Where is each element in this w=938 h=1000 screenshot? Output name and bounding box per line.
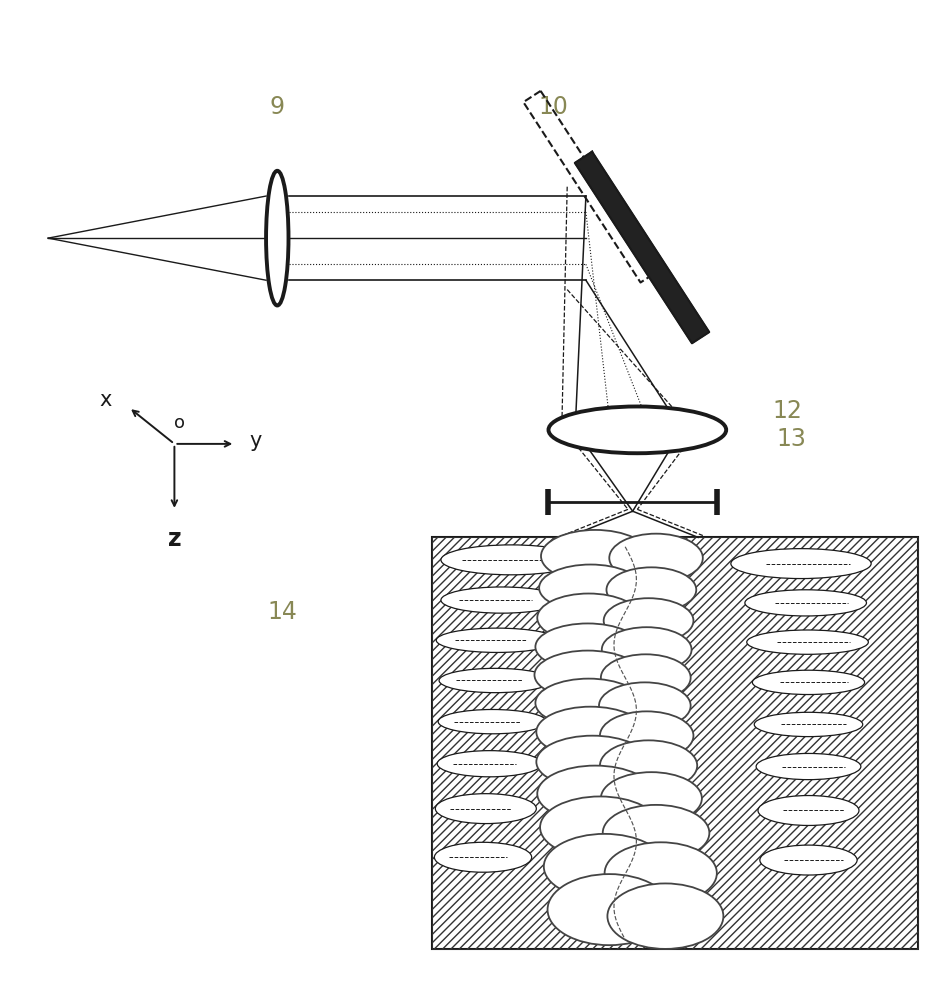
- Ellipse shape: [745, 590, 867, 616]
- Ellipse shape: [537, 707, 644, 757]
- Ellipse shape: [438, 709, 547, 734]
- Ellipse shape: [549, 406, 726, 453]
- Text: 12: 12: [772, 399, 802, 423]
- Ellipse shape: [441, 545, 582, 575]
- Ellipse shape: [758, 796, 859, 825]
- Ellipse shape: [607, 567, 696, 612]
- Ellipse shape: [535, 651, 641, 699]
- Text: 9: 9: [270, 95, 285, 119]
- Text: z: z: [168, 527, 181, 551]
- Ellipse shape: [754, 712, 863, 737]
- Ellipse shape: [602, 627, 691, 672]
- Ellipse shape: [601, 772, 702, 825]
- Text: 14: 14: [267, 600, 297, 624]
- Ellipse shape: [436, 628, 558, 652]
- Ellipse shape: [439, 668, 552, 693]
- Text: 10: 10: [538, 95, 568, 119]
- Text: o: o: [174, 414, 185, 432]
- Polygon shape: [575, 152, 709, 343]
- Bar: [431, 537, 918, 949]
- Ellipse shape: [747, 630, 869, 654]
- Ellipse shape: [601, 654, 690, 701]
- Ellipse shape: [540, 796, 659, 858]
- Ellipse shape: [539, 565, 642, 611]
- Ellipse shape: [756, 753, 861, 780]
- Ellipse shape: [537, 766, 653, 822]
- Ellipse shape: [266, 171, 289, 305]
- Ellipse shape: [731, 549, 871, 579]
- Ellipse shape: [603, 805, 709, 861]
- Ellipse shape: [605, 842, 717, 904]
- Ellipse shape: [600, 740, 697, 791]
- Bar: [431, 537, 918, 949]
- Ellipse shape: [600, 711, 693, 760]
- Ellipse shape: [537, 736, 648, 788]
- Text: 13: 13: [777, 427, 807, 451]
- Ellipse shape: [548, 874, 671, 945]
- Text: y: y: [250, 431, 262, 451]
- Ellipse shape: [752, 670, 865, 695]
- Ellipse shape: [537, 594, 640, 642]
- Ellipse shape: [760, 845, 857, 875]
- Ellipse shape: [441, 587, 563, 613]
- Ellipse shape: [608, 883, 723, 949]
- Ellipse shape: [604, 598, 693, 643]
- Ellipse shape: [599, 682, 690, 729]
- Ellipse shape: [536, 623, 640, 670]
- Ellipse shape: [541, 530, 649, 582]
- Ellipse shape: [536, 679, 642, 727]
- Ellipse shape: [435, 794, 537, 824]
- Ellipse shape: [544, 834, 665, 899]
- Ellipse shape: [437, 751, 542, 777]
- Text: x: x: [99, 390, 112, 410]
- Ellipse shape: [610, 534, 703, 582]
- Ellipse shape: [434, 842, 532, 872]
